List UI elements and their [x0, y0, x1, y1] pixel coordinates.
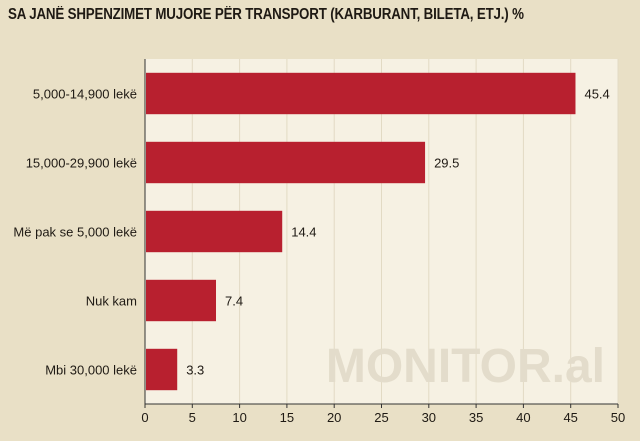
value-label: 29.5 — [434, 156, 459, 171]
x-tick-label: 0 — [141, 410, 148, 425]
value-label: 3.3 — [186, 363, 204, 378]
bar — [146, 72, 576, 115]
x-tick-label: 50 — [611, 410, 625, 425]
watermark-logo: MONITOR.al — [326, 340, 605, 393]
category-label: Nuk kam — [86, 294, 137, 309]
bar — [146, 279, 217, 322]
chart-title: SA JANË SHPENZIMET MUJORE PËR TRANSPORT … — [8, 6, 524, 23]
x-tick-label: 35 — [469, 410, 483, 425]
category-label: Më pak se 5,000 lekë — [13, 225, 137, 240]
x-axis-ticks: 0 5 10 15 20 25 30 35 40 45 50 — [141, 404, 625, 425]
value-label: 14.4 — [291, 225, 316, 240]
bar — [146, 141, 426, 184]
x-tick-label: 45 — [563, 410, 577, 425]
x-tick-label: 40 — [516, 410, 530, 425]
category-label: Mbi 30,000 lekë — [45, 363, 137, 378]
x-tick-label: 30 — [422, 410, 436, 425]
value-label: 45.4 — [584, 87, 609, 102]
category-label: 5,000-14,900 lekë — [33, 87, 137, 102]
bars: 5,000-14,900 lekë 45.4 15,000-29,900 lekë 2… — [13, 72, 610, 391]
category-label: 15,000-29,900 lekë — [26, 156, 137, 171]
x-tick-label: 25 — [374, 410, 388, 425]
value-label: 7.4 — [225, 294, 243, 309]
x-tick-label: 10 — [232, 410, 246, 425]
x-tick-label: 15 — [280, 410, 294, 425]
x-tick-label: 5 — [189, 410, 196, 425]
x-tick-label: 20 — [327, 410, 341, 425]
bar — [146, 348, 178, 391]
bar — [146, 210, 283, 253]
